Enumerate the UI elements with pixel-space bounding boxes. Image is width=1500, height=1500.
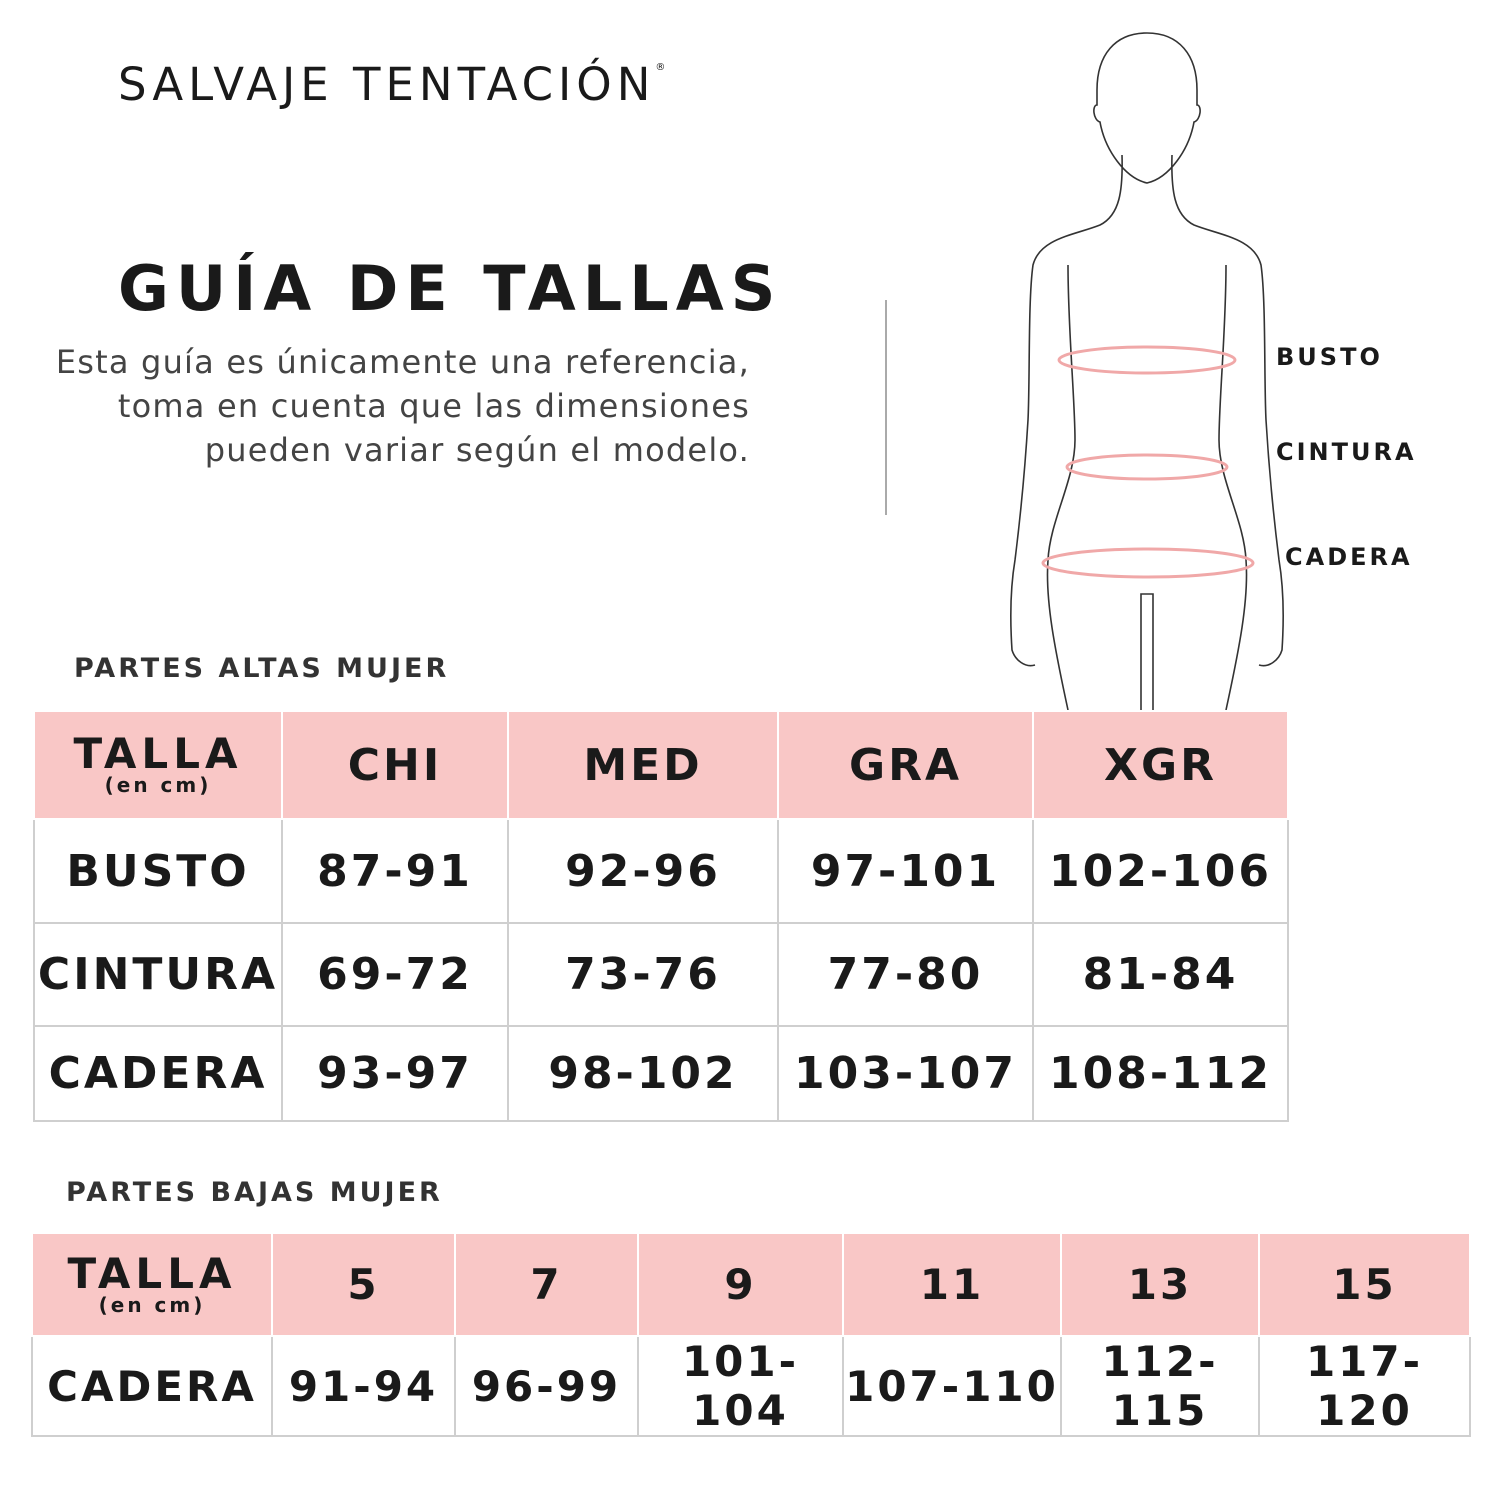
- talla-header: TALLA (en cm): [31, 1232, 273, 1337]
- size-header: 13: [1060, 1232, 1260, 1337]
- talla-header: TALLA (en cm): [33, 710, 283, 820]
- talla-label: TALLA: [73, 729, 243, 778]
- table-cell: 117-120: [1258, 1335, 1471, 1437]
- size-header: MED: [507, 710, 779, 820]
- row-label: BUSTO: [33, 818, 283, 924]
- table-header-row: TALLA (en cm) 5 7 9 11 13 15: [31, 1232, 1471, 1337]
- brand-logo: SALVAJE TENTACIÓN®: [118, 58, 665, 111]
- table-row: BUSTO 87-91 92-96 97-101 102-106: [33, 818, 1289, 924]
- size-header: 11: [842, 1232, 1062, 1337]
- cadera-ring: [1041, 547, 1255, 579]
- upper-section-title: PARTES ALTAS MUJER: [74, 653, 450, 684]
- body-figure-illustration: [1009, 32, 1285, 711]
- table-row: CINTURA 69-72 73-76 77-80 81-84: [33, 922, 1289, 1027]
- lower-size-table: TALLA (en cm) 5 7 9 11 13 15 CADERA 91-94…: [31, 1232, 1471, 1437]
- table-cell: 112-115: [1060, 1335, 1260, 1437]
- table-cell: 73-76: [507, 922, 779, 1027]
- table-cell: 87-91: [281, 818, 509, 924]
- size-header: 9: [637, 1232, 844, 1337]
- table-header-row: TALLA (en cm) CHI MED GRA XGR: [33, 710, 1289, 820]
- body-outline: [1009, 32, 1285, 711]
- size-header: 7: [454, 1232, 639, 1337]
- size-header: 15: [1258, 1232, 1471, 1337]
- brand-name: SALVAJE TENTACIÓN: [118, 58, 656, 111]
- size-header: GRA: [777, 710, 1034, 820]
- table-cell: 102-106: [1032, 818, 1289, 924]
- table-cell: 101-104: [637, 1335, 844, 1437]
- size-header: CHI: [281, 710, 509, 820]
- table-cell: 98-102: [507, 1025, 779, 1122]
- table-cell: 91-94: [271, 1335, 456, 1437]
- page-title: GUÍA DE TALLAS: [118, 252, 783, 325]
- cintura-ring: [1065, 453, 1229, 481]
- label-busto: BUSTO: [1276, 343, 1383, 371]
- upper-size-table: TALLA (en cm) CHI MED GRA XGR BUSTO 87-91…: [33, 710, 1289, 1122]
- table-cell: 92-96: [507, 818, 779, 924]
- label-cintura: CINTURA: [1276, 438, 1417, 466]
- description: Esta guía es únicamente una referencia, …: [55, 343, 750, 469]
- row-label: CADERA: [33, 1025, 283, 1122]
- measurement-rings: [1041, 345, 1255, 579]
- table-cell: 93-97: [281, 1025, 509, 1122]
- lower-section-title: PARTES BAJAS MUJER: [66, 1177, 443, 1208]
- label-cadera: CADERA: [1285, 543, 1413, 571]
- table-cell: 69-72: [281, 922, 509, 1027]
- unit-label: (en cm): [104, 773, 212, 797]
- size-header: XGR: [1032, 710, 1289, 820]
- registered-mark: ®: [655, 62, 666, 73]
- table-cell: 96-99: [454, 1335, 639, 1437]
- busto-ring: [1057, 345, 1237, 375]
- row-label: CADERA: [31, 1335, 273, 1437]
- size-header: 5: [271, 1232, 456, 1337]
- unit-label: (en cm): [98, 1292, 206, 1317]
- divider: [885, 300, 887, 515]
- table-row: CADERA 93-97 98-102 103-107 108-112: [33, 1025, 1289, 1122]
- table-cell: 77-80: [777, 922, 1034, 1027]
- row-label: CINTURA: [33, 922, 283, 1027]
- table-row: CADERA 91-94 96-99 101-104 107-110 112-1…: [31, 1335, 1471, 1437]
- talla-label: TALLA: [67, 1248, 237, 1298]
- table-cell: 107-110: [842, 1335, 1062, 1437]
- table-cell: 108-112: [1032, 1025, 1289, 1122]
- table-cell: 97-101: [777, 818, 1034, 924]
- table-cell: 103-107: [777, 1025, 1034, 1122]
- table-cell: 81-84: [1032, 922, 1289, 1027]
